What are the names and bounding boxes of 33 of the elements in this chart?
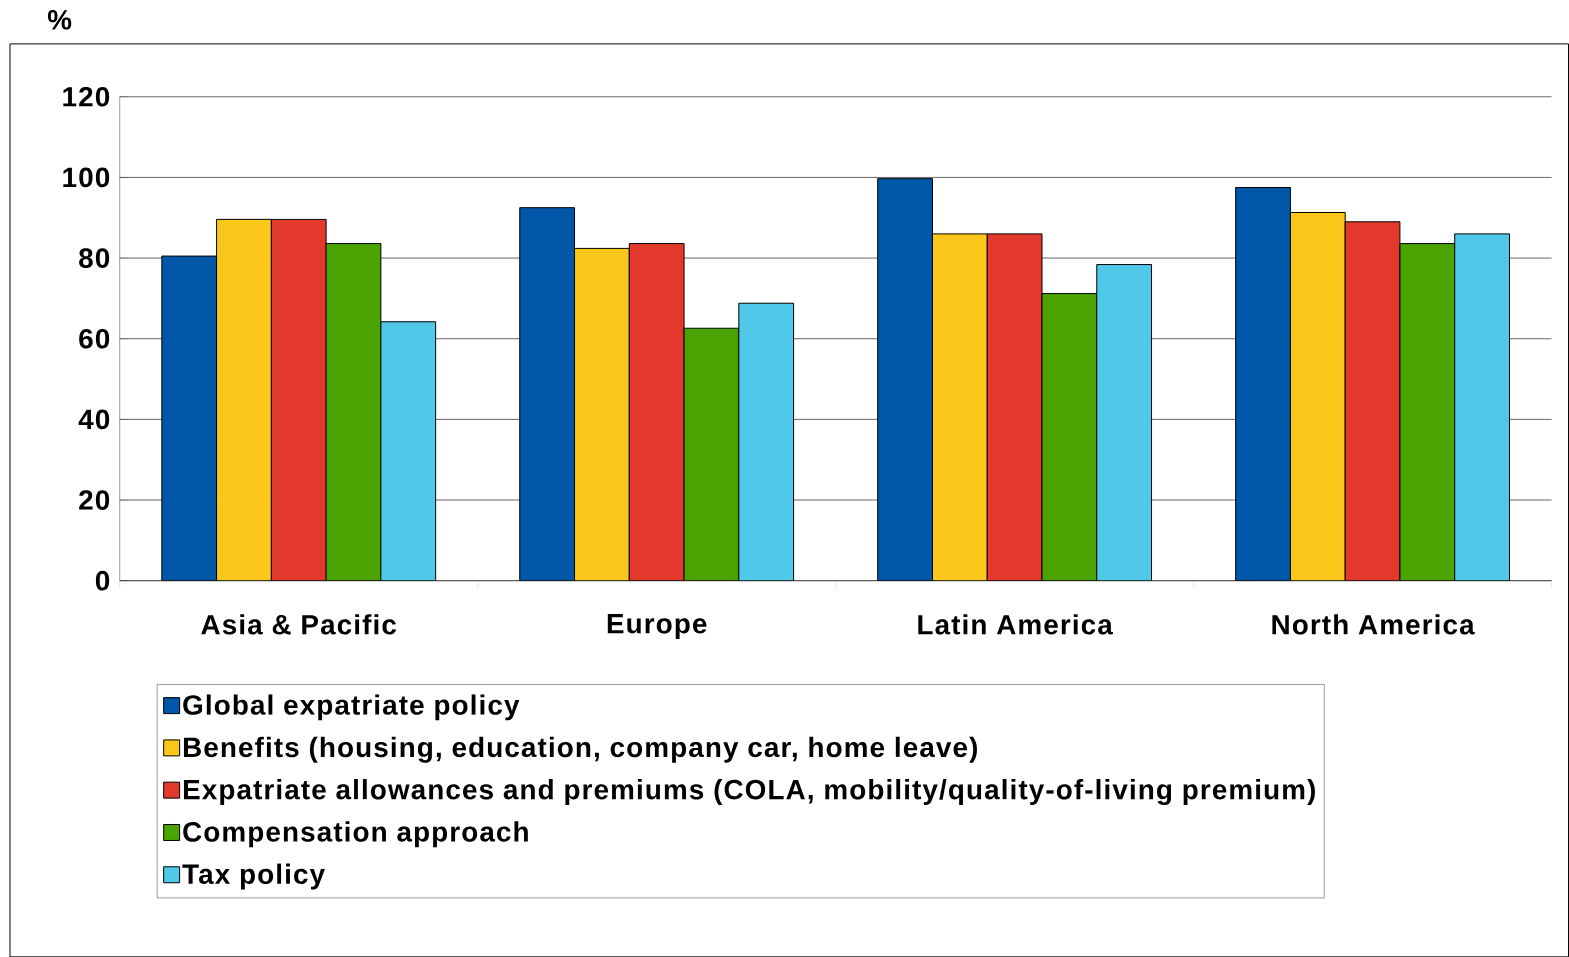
legend-label: Tax policy xyxy=(182,863,325,890)
bar xyxy=(380,321,437,581)
y-tick-label: 100 xyxy=(63,167,110,188)
x-tick-label: Latin America xyxy=(918,613,1113,635)
bar xyxy=(325,242,382,581)
bar xyxy=(161,255,218,581)
y-tick-label: 120 xyxy=(63,86,110,107)
bar xyxy=(1041,292,1098,581)
bar xyxy=(738,302,795,581)
bar xyxy=(1096,263,1153,581)
bar xyxy=(216,218,272,581)
x-tick-label: Europe xyxy=(607,613,707,639)
bar xyxy=(1235,186,1291,581)
bar xyxy=(683,327,740,581)
y-tick-label: 60 xyxy=(79,328,110,349)
y-tick-label: 20 xyxy=(79,490,110,510)
bar xyxy=(1454,233,1510,581)
bar xyxy=(574,247,630,581)
y-axis-title: % xyxy=(47,9,72,30)
bar xyxy=(519,207,576,581)
x-tick-label: North America xyxy=(1272,613,1475,635)
x-tick-label: Asia & Pacific xyxy=(201,613,397,635)
bar xyxy=(1289,211,1346,581)
legend-label: Expatriate allowances and premiums (COLA, mobility/quality-of-living premium) xyxy=(183,778,1315,805)
y-tick-label: 80 xyxy=(79,248,110,268)
legend-label: Global expatriate policy xyxy=(183,694,520,721)
legend-label: Compensation approach xyxy=(183,821,528,848)
bar xyxy=(1399,242,1456,581)
legend-label: Benefits (housing, education, company car, home leave) xyxy=(183,736,977,763)
y-tick-label: 0 xyxy=(95,570,110,591)
y-tick-label: 40 xyxy=(78,409,110,430)
bar xyxy=(931,233,988,581)
bar xyxy=(877,177,933,581)
